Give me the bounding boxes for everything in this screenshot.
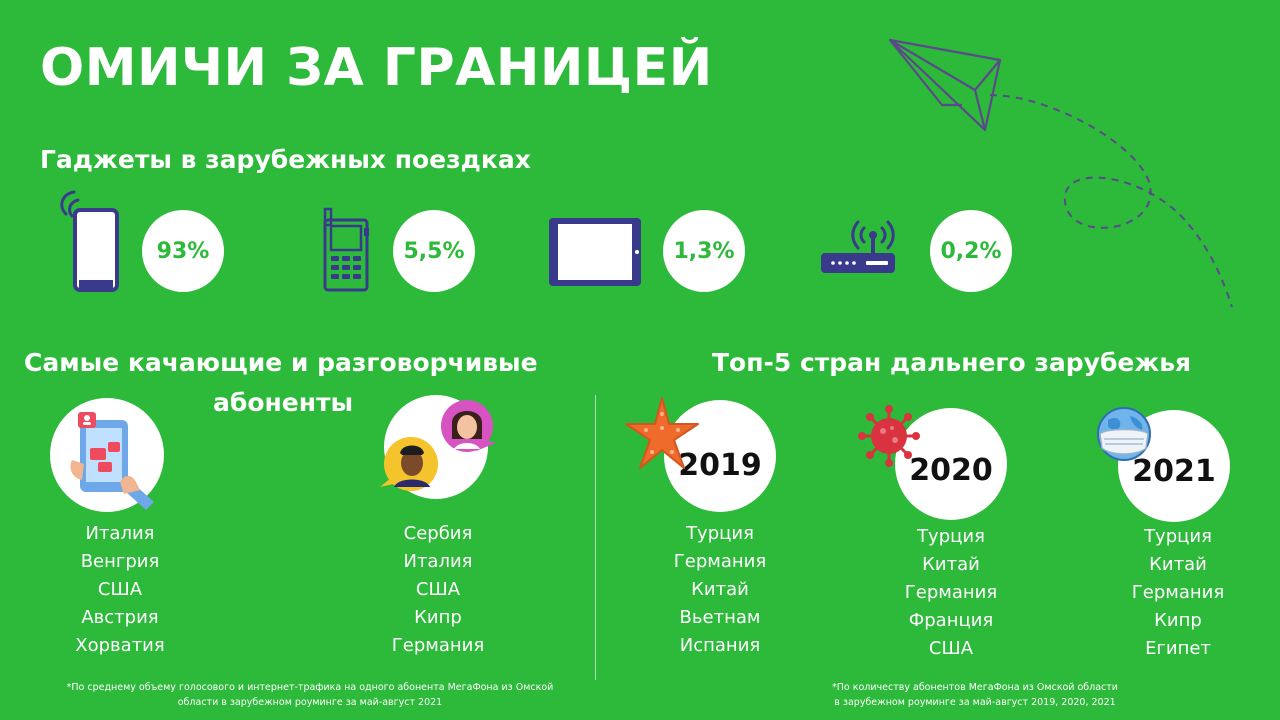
footnote-line: в зарубежном роуминге за май-август 2019…: [834, 697, 1116, 708]
footnote-line: *По количеству абонентов МегаФона из Омс…: [832, 682, 1118, 693]
year-label: 2020: [909, 452, 993, 488]
smartphone-percent: 93%: [156, 238, 210, 264]
active-footnote: *По среднему объему голосового и интерне…: [40, 680, 580, 710]
virus-icon: [858, 405, 920, 467]
list-item: Венгрия: [80, 551, 160, 572]
list-item: Египет: [1145, 638, 1211, 659]
active-heading-line2: абоненты: [213, 388, 354, 417]
list-item: Германия: [391, 635, 485, 656]
chat-avatars-icon: [380, 395, 496, 499]
list-item: Германия: [1131, 582, 1225, 603]
paper-plane-icon: [888, 38, 1233, 308]
countries-2021-list: Турция Китай Германия Кипр Египет: [1118, 523, 1238, 663]
section-divider: [595, 395, 596, 680]
footnote-line: области в зарубежном роуминге за май-авг…: [177, 697, 443, 708]
downloaders-list: Италия Венгрия США Австрия Хорватия: [55, 520, 185, 660]
list-item: Германия: [673, 551, 767, 572]
countries-2020-list: Турция Китай Германия Франция США: [890, 523, 1012, 663]
starfish-icon: [625, 397, 699, 469]
talkers-list: Сербия Италия США Кипр Германия: [373, 520, 503, 660]
gadgets-heading: Гаджеты в зарубежных поездках: [40, 145, 531, 174]
list-item: Германия: [904, 582, 998, 603]
list-item: Китай: [1149, 554, 1207, 575]
footnote-line: *По среднему объему голосового и интерне…: [66, 682, 554, 693]
year-badge-2020: 2020: [895, 408, 1007, 520]
gadget-share-tablet: 1,3%: [663, 210, 745, 292]
top5-heading: Топ-5 стран дальнего зарубежья: [712, 348, 1192, 377]
feature-phone-icon: [323, 207, 369, 292]
list-item: Австрия: [81, 607, 159, 628]
list-item: Кипр: [414, 607, 462, 628]
heavy-data-users-badge: [50, 398, 164, 512]
list-item: Италия: [85, 523, 155, 544]
list-item: США: [928, 638, 974, 659]
year-badge-2019: 2019: [664, 400, 776, 512]
list-item: Кипр: [1154, 610, 1202, 631]
masked-globe-icon: [1097, 407, 1151, 461]
list-item: Турция: [686, 523, 754, 544]
year-label: 2019: [678, 447, 762, 483]
list-item: Вьетнам: [679, 607, 761, 628]
list-item: США: [97, 579, 143, 600]
list-item: Китай: [922, 554, 980, 575]
router-icon: [821, 220, 895, 273]
list-item: Турция: [917, 526, 985, 547]
gadget-share-router: 0,2%: [930, 210, 1012, 292]
router-percent: 0,2%: [940, 238, 1002, 264]
list-item: Хорватия: [75, 635, 165, 656]
feature-phone-percent: 5,5%: [403, 238, 465, 264]
list-item: Италия: [403, 551, 473, 572]
smartphone-icon: [60, 190, 119, 292]
list-item: Китай: [691, 579, 749, 600]
gadget-share-feature-phone: 5,5%: [393, 210, 475, 292]
list-item: Франция: [908, 610, 994, 631]
tablet-icon: [549, 218, 641, 286]
year-label: 2021: [1132, 453, 1216, 489]
top5-footnote: *По количеству абонентов МегаФона из Омс…: [780, 680, 1170, 710]
gadget-share-smartphone: 93%: [142, 210, 224, 292]
list-item: США: [415, 579, 461, 600]
countries-2019-list: Турция Германия Китай Вьетнам Испания: [660, 520, 780, 660]
page-title: ОМИЧИ ЗА ГРАНИЦЕЙ: [40, 38, 713, 98]
list-item: Испания: [679, 635, 761, 656]
list-item: Турция: [1144, 526, 1212, 547]
phone-social-icon: [70, 412, 154, 510]
active-heading-line1: Самые качающие и разговорчивые: [24, 348, 538, 377]
list-item: Сербия: [403, 523, 473, 544]
tablet-percent: 1,3%: [673, 238, 735, 264]
